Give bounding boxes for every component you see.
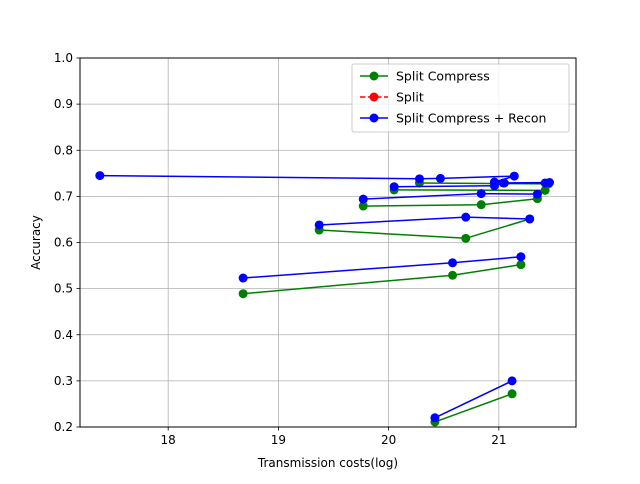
x-tick-label: 20 bbox=[381, 433, 396, 447]
data-point-split-compress-recon bbox=[314, 220, 324, 230]
data-point-split-compress-recon bbox=[358, 194, 368, 204]
x-tick-label: 18 bbox=[161, 433, 176, 447]
y-tick-label: 0.2 bbox=[54, 420, 73, 434]
legend-swatch-marker bbox=[369, 92, 379, 102]
data-point-split-compress-recon bbox=[507, 376, 517, 386]
data-point-split-compress bbox=[516, 260, 526, 270]
data-point-split-compress-recon bbox=[95, 171, 105, 181]
series-line-split-compress bbox=[394, 189, 546, 192]
data-point-split-compress-recon bbox=[389, 182, 399, 192]
data-point-split-compress-recon bbox=[238, 273, 248, 283]
data-point-split-compress-recon bbox=[448, 258, 458, 268]
x-axis-label: Transmission costs(log) bbox=[257, 456, 398, 470]
data-point-split-compress-recon bbox=[476, 189, 486, 199]
data-point-split-compress bbox=[507, 389, 517, 399]
series-line-split-compress-recon bbox=[434, 380, 513, 419]
y-axis-label: Accuracy bbox=[29, 215, 43, 270]
data-point-split-compress-recon bbox=[532, 189, 542, 199]
y-tick-label: 0.5 bbox=[54, 282, 73, 296]
data-point-split-compress bbox=[461, 233, 471, 243]
legend-label: Split Compress + Recon bbox=[396, 111, 546, 126]
data-point-split-compress bbox=[358, 201, 368, 211]
data-point-split-compress-recon bbox=[545, 178, 555, 188]
data-point-split-compress-recon bbox=[499, 178, 509, 188]
legend-label: Split bbox=[396, 90, 424, 105]
y-tick-label: 0.9 bbox=[54, 97, 73, 111]
legend-label: Split Compress bbox=[396, 69, 490, 84]
y-tick-label: 0.4 bbox=[54, 328, 73, 342]
data-point-split-compress bbox=[448, 270, 458, 280]
data-point-split-compress-recon bbox=[525, 214, 535, 224]
legend-swatch-marker bbox=[369, 113, 379, 123]
y-tick-label: 1.0 bbox=[54, 51, 73, 65]
data-point-split-compress-recon bbox=[461, 212, 471, 222]
legend: Split Compress Split Split Compress + Reco… bbox=[351, 63, 570, 133]
data-point-split-compress-recon bbox=[489, 177, 499, 187]
legend-swatch-marker bbox=[369, 71, 379, 81]
legend-box bbox=[351, 63, 570, 133]
data-series bbox=[95, 171, 555, 427]
data-point-split-compress bbox=[238, 289, 248, 299]
x-tick-label: 19 bbox=[271, 433, 286, 447]
data-point-split-compress-recon bbox=[414, 174, 424, 184]
data-point-split-compress-recon bbox=[516, 252, 526, 262]
y-tick-label: 0.3 bbox=[54, 374, 73, 388]
data-point-split-compress-recon bbox=[430, 413, 440, 423]
x-tick-label: 21 bbox=[491, 433, 506, 447]
axes: 18 19 20 21 0.2 0.3 0.4 0.5 0.6 0.7 0.8 0.9 1.0 bbox=[54, 51, 507, 447]
data-point-split-compress bbox=[476, 200, 486, 210]
y-tick-label: 0.8 bbox=[54, 143, 73, 157]
data-point-split-compress-recon bbox=[509, 171, 519, 181]
data-point-split-compress-recon bbox=[435, 173, 445, 183]
y-tick-label: 0.7 bbox=[54, 189, 73, 203]
series-line-split-compress bbox=[434, 393, 513, 423]
y-tick-label: 0.6 bbox=[54, 236, 73, 250]
